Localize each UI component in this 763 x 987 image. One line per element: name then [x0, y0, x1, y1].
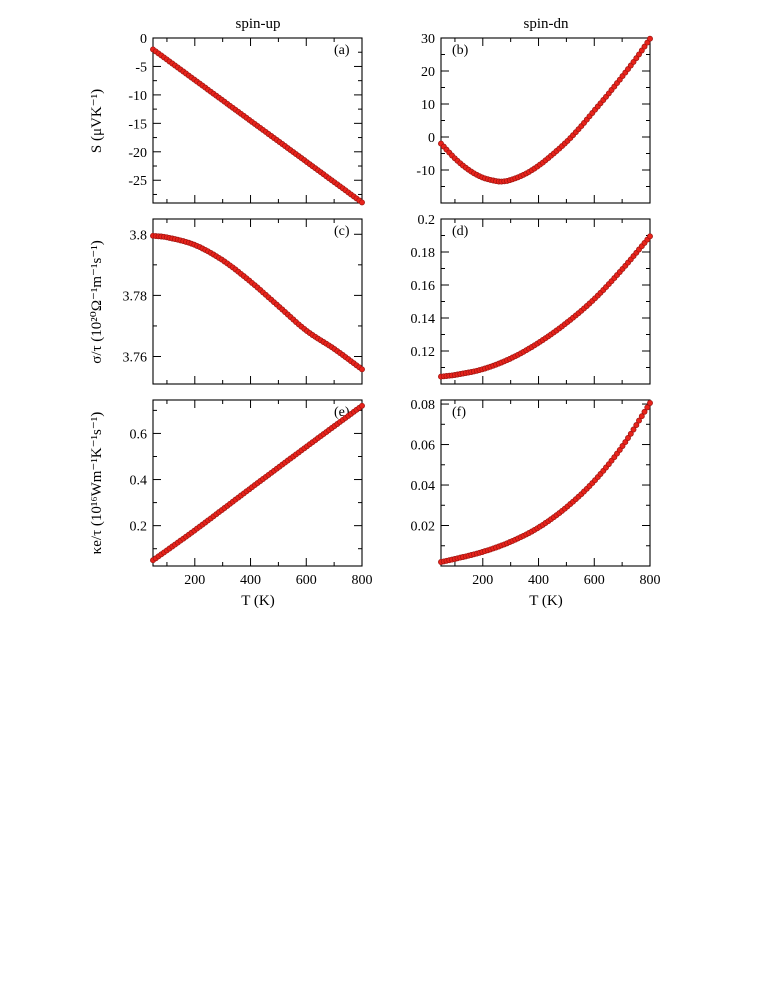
plot-frame	[440, 399, 651, 567]
data-point	[625, 435, 631, 441]
data-point	[636, 417, 642, 424]
plot-frame	[152, 37, 363, 204]
y-axis-label-conductivity: σ/τ (10²⁰Ω⁻¹m⁻¹s⁻¹)	[89, 240, 105, 363]
data-point	[641, 408, 648, 415]
plot-frame	[152, 399, 363, 567]
data-point	[641, 43, 648, 50]
data-point	[359, 402, 365, 409]
x-axis-label-right: T (K)	[529, 593, 562, 609]
data-point	[359, 199, 365, 206]
y-tick-label: 30	[421, 32, 435, 47]
panel-label-d: (d)	[452, 224, 469, 239]
series-line	[440, 235, 651, 378]
y-tick-label: 0.02	[411, 520, 436, 535]
data-point	[638, 413, 645, 420]
y-tick-label: 3.78	[123, 289, 148, 304]
panel-a: 0 -5 -10 -15 -20 -25 (a)	[128, 32, 365, 206]
data-point	[644, 39, 651, 46]
plot-frame	[440, 218, 651, 385]
y-tick-label: 3.76	[123, 351, 148, 366]
y-tick-label: 0.06	[411, 439, 436, 454]
data-point	[616, 446, 623, 453]
y-tick-label: 0.16	[411, 279, 436, 294]
y-tick-label: 0.6	[130, 427, 148, 442]
panels: 0-5-10-15-20-25(a)3020100-10(b)3.83.783.…	[123, 32, 661, 588]
data-point	[630, 426, 637, 433]
column-title-spin-up: spin-up	[236, 16, 281, 32]
panel-label-a: (a)	[334, 43, 350, 58]
data-point	[647, 233, 653, 240]
x-tick-label: 200	[184, 573, 205, 588]
y-tick-label: 0	[140, 32, 147, 47]
data-point	[359, 366, 365, 373]
panel-f: 200 400 600 800 0.08 0.06 0.04 0.02 (f)	[411, 398, 661, 588]
y-tick-label: -5	[135, 60, 147, 75]
data-point	[627, 430, 634, 437]
plot-frame	[152, 218, 363, 385]
data-point	[647, 35, 653, 42]
x-tick-label: 400	[528, 573, 549, 588]
x-tick-label: 600	[296, 573, 317, 588]
data-point	[633, 422, 640, 429]
y-tick-label: 0.4	[130, 474, 148, 489]
y-tick-label: 0	[428, 131, 435, 146]
x-tick-label: 800	[640, 573, 661, 588]
data-point	[638, 47, 645, 54]
series-line	[440, 402, 651, 563]
y-tick-label: -15	[128, 117, 147, 132]
y-tick-label: 0.12	[411, 345, 436, 360]
x-tick-label: 400	[240, 573, 261, 588]
plot-frame	[440, 37, 651, 204]
x-tick-label: 200	[472, 573, 493, 588]
y-tick-label: -10	[416, 164, 435, 179]
data-point	[619, 443, 626, 449]
x-tick-label: 600	[584, 573, 605, 588]
panel-d: 0.2 0.18 0.16 0.14 0.12 (d)	[411, 213, 653, 385]
y-axis-label-seebeck: S (μVK⁻¹)	[89, 89, 105, 153]
panel-b: 30 20 10 0 -10 (b)	[416, 32, 653, 204]
panel-label-b: (b)	[452, 43, 469, 58]
panel-label-c: (c)	[334, 224, 350, 239]
y-tick-label: 0.14	[411, 312, 436, 327]
y-tick-label: 0.2	[130, 520, 148, 535]
data-point	[622, 439, 629, 446]
panel-c: 3.8 3.78 3.76 (c)	[123, 218, 365, 385]
y-tick-label: 0.2	[418, 213, 436, 228]
y-tick-label: 10	[421, 98, 435, 113]
x-axis-label-left: T (K)	[241, 593, 274, 609]
y-tick-label: -20	[128, 146, 147, 161]
panel-label-f: (f)	[452, 405, 466, 420]
y-tick-label: 0.04	[411, 479, 436, 494]
data-point	[644, 404, 651, 411]
data-point	[647, 400, 653, 406]
y-tick-label: 3.8	[130, 228, 148, 243]
y-tick-label: -10	[128, 89, 147, 104]
data-point	[636, 51, 642, 58]
y-axis-label-thermal-conductivity: κe/τ (10¹⁶Wm⁻¹K⁻¹s⁻¹)	[89, 412, 105, 555]
y-tick-label: -25	[128, 174, 147, 189]
column-title-spin-dn: spin-dn	[524, 16, 570, 32]
x-tick-label: 800	[352, 573, 373, 588]
y-tick-label: 0.18	[411, 246, 436, 261]
y-tick-label: 0.08	[411, 398, 436, 413]
y-tick-label: 20	[421, 65, 435, 80]
